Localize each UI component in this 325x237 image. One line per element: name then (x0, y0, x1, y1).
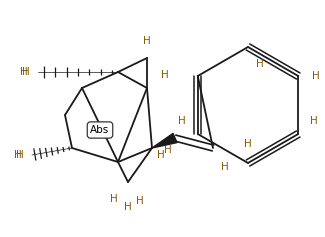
Text: H: H (157, 150, 165, 160)
Polygon shape (152, 133, 177, 148)
Text: H: H (136, 196, 144, 206)
Text: H: H (178, 116, 186, 126)
Text: H: H (310, 116, 318, 126)
Text: H: H (124, 202, 132, 212)
Text: H: H (22, 67, 30, 77)
Text: H: H (16, 150, 24, 160)
Text: H: H (221, 162, 229, 172)
Text: H: H (164, 145, 172, 155)
Text: H: H (20, 67, 28, 77)
Text: Abs: Abs (90, 125, 110, 135)
Text: H: H (110, 194, 118, 204)
Text: H: H (143, 36, 151, 46)
Text: H: H (312, 71, 320, 81)
Text: H: H (256, 59, 264, 69)
Text: H: H (14, 150, 22, 160)
Text: H: H (244, 139, 252, 149)
Text: H: H (161, 70, 169, 80)
